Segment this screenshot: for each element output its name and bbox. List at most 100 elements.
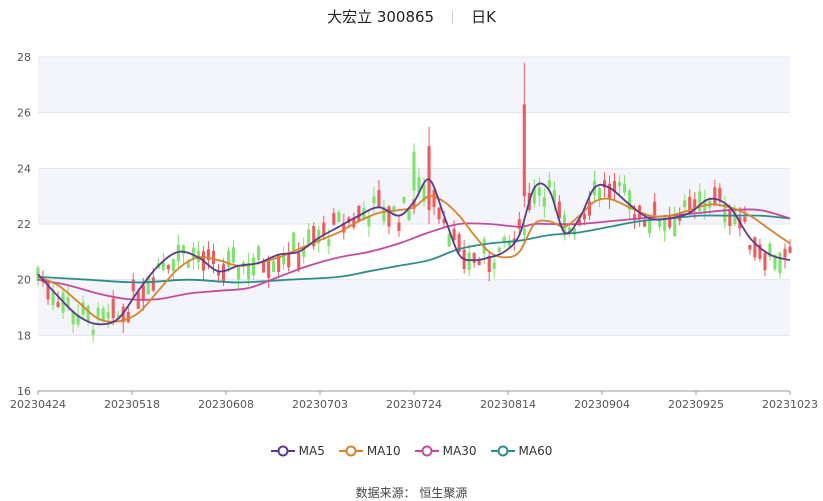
candle-body (111, 298, 115, 319)
candle-body (146, 276, 150, 295)
candle-body (623, 183, 627, 193)
candle-body (166, 265, 170, 270)
candle-body (532, 188, 536, 204)
candle-body (297, 252, 301, 270)
legend-label: MA30 (442, 444, 477, 458)
candle-body (572, 228, 576, 235)
candle-body (86, 306, 90, 322)
candle-body (567, 227, 571, 235)
y-tick-label: 22 (17, 218, 31, 231)
candle-body (186, 262, 190, 268)
x-tick-label: 20230424 (10, 398, 66, 411)
candle-body (407, 210, 411, 221)
candle-body (502, 237, 506, 242)
candle-body (673, 215, 677, 237)
y-tick-label: 26 (17, 107, 31, 120)
candle-body (668, 216, 672, 228)
candle-body (758, 244, 762, 259)
candle-body (377, 190, 381, 207)
candle-body (773, 254, 777, 270)
legend-marker-icon (270, 445, 295, 457)
candle-body (628, 190, 632, 211)
legend-marker-icon (414, 445, 439, 457)
candle-body (131, 279, 135, 292)
candle-body (472, 252, 476, 263)
grid-band (38, 279, 790, 336)
candle-body (101, 308, 105, 321)
candle-body (597, 188, 602, 201)
grid-band (38, 57, 790, 113)
candle-body (191, 247, 195, 260)
candle-body (226, 250, 231, 268)
candle-body (653, 201, 657, 216)
x-tick-label: 20230703 (292, 398, 348, 411)
legend-label: MA10 (366, 444, 401, 458)
candle-body (703, 199, 707, 214)
candle-body (387, 206, 391, 227)
candle-body (76, 314, 80, 325)
legend-item-ma5[interactable]: MA5 (270, 444, 325, 458)
candle-body (181, 245, 185, 255)
candle-body (487, 255, 491, 273)
candle-body (547, 180, 551, 188)
ma-line-ma5 (37, 178, 791, 326)
candle-body (66, 297, 70, 307)
candle-body (402, 197, 406, 203)
candle-body (141, 285, 145, 302)
candle-body (763, 253, 767, 271)
x-tick-label: 20230925 (668, 398, 724, 411)
candle-body (292, 232, 296, 251)
candle-body (71, 311, 75, 325)
candle-body (161, 261, 165, 270)
legend-label: MA60 (518, 444, 553, 458)
candle-body (633, 214, 637, 221)
x-tick-label: 20230814 (480, 398, 536, 411)
legend-item-ma10[interactable]: MA10 (338, 444, 401, 458)
candle-body (788, 246, 792, 253)
candle-body (412, 199, 416, 209)
candle-body (457, 234, 461, 252)
title-divider (452, 10, 454, 24)
candle-body (658, 220, 662, 227)
candle-body (51, 289, 55, 306)
data-source: 数据来源： 恒生聚源 (355, 486, 468, 500)
candle-body (176, 244, 180, 262)
candle-body (557, 201, 561, 219)
candle-body (753, 237, 757, 258)
candle-body (312, 226, 316, 247)
candle-body (422, 184, 426, 202)
legend-item-ma60[interactable]: MA60 (490, 444, 553, 458)
stock-name: 大宏立 300865 (327, 8, 435, 26)
candle-body (783, 248, 787, 258)
candle-body (307, 229, 311, 246)
y-tick-label: 16 (17, 385, 31, 398)
kline-chart: 16 18 20 22 24 26 28 20230424 20230518 20230608 20… (10, 51, 818, 411)
candle-body (317, 229, 321, 244)
candle-body (277, 255, 281, 273)
legend-item-ma30[interactable]: MA30 (414, 444, 477, 458)
candle-body (693, 199, 697, 208)
candle-body (492, 262, 496, 269)
y-tick-label: 24 (17, 162, 31, 175)
candle-body (427, 146, 431, 211)
candle-body (648, 218, 652, 234)
candle-body (236, 266, 241, 280)
candle-body (221, 264, 226, 282)
y-tick-label: 20 (17, 274, 31, 287)
candle-body (552, 189, 556, 204)
candle-body (522, 228, 526, 235)
candle-body (447, 234, 451, 247)
candle-body (683, 200, 687, 208)
candle-body (587, 201, 592, 216)
candle-body (733, 209, 737, 225)
y-tick-label: 28 (17, 51, 31, 64)
candle-body (91, 329, 95, 335)
candle-body (688, 196, 692, 214)
candle-body (372, 196, 376, 204)
candle-body (723, 204, 727, 223)
candle-body (337, 212, 341, 223)
candle-body (477, 259, 481, 266)
candle-body (713, 187, 717, 205)
candle-body (322, 222, 326, 236)
candle-body (748, 245, 752, 250)
